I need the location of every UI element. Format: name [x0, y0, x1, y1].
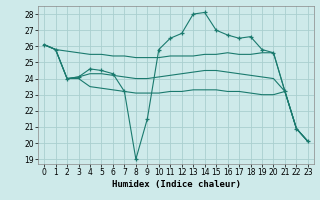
X-axis label: Humidex (Indice chaleur): Humidex (Indice chaleur): [111, 180, 241, 189]
